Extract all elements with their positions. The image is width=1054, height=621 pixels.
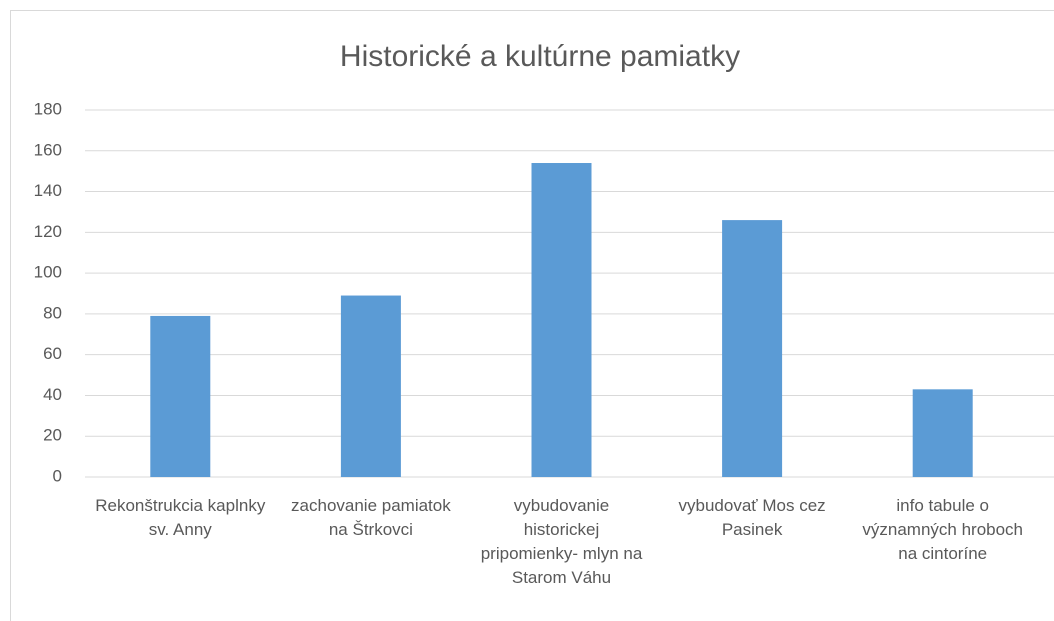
- y-tick-label: 100: [34, 263, 62, 282]
- bar: [912, 389, 973, 477]
- x-tick-label: info tabule o významných hroboch na cintor…: [862, 496, 1023, 563]
- y-tick-label: 180: [34, 99, 62, 118]
- x-tick-label: zachovanie pamiatok na Štrkovci: [291, 496, 451, 539]
- x-tick-label: vybudovanie historickej pripomienky- mlyn …: [481, 496, 643, 587]
- y-tick-label: 160: [34, 140, 62, 159]
- y-tick-label: 40: [43, 385, 62, 404]
- y-tick-label: 140: [34, 181, 62, 200]
- bar: [722, 220, 783, 477]
- bar: [531, 163, 592, 477]
- bar: [150, 315, 211, 477]
- y-tick-label: 80: [43, 303, 62, 322]
- x-tick-label: Rekonštrukcia kaplnky sv. Anny: [95, 496, 266, 539]
- chart-title: Historické a kultúrne pamiatky: [340, 40, 740, 73]
- x-tick-label: vybudovať Mos cez Pasinek: [679, 496, 826, 539]
- bar: [340, 295, 401, 477]
- y-tick-label: 60: [43, 344, 62, 363]
- y-tick-label: 0: [53, 466, 62, 485]
- y-tick-label: 120: [34, 222, 62, 241]
- y-tick-label: 20: [43, 426, 62, 445]
